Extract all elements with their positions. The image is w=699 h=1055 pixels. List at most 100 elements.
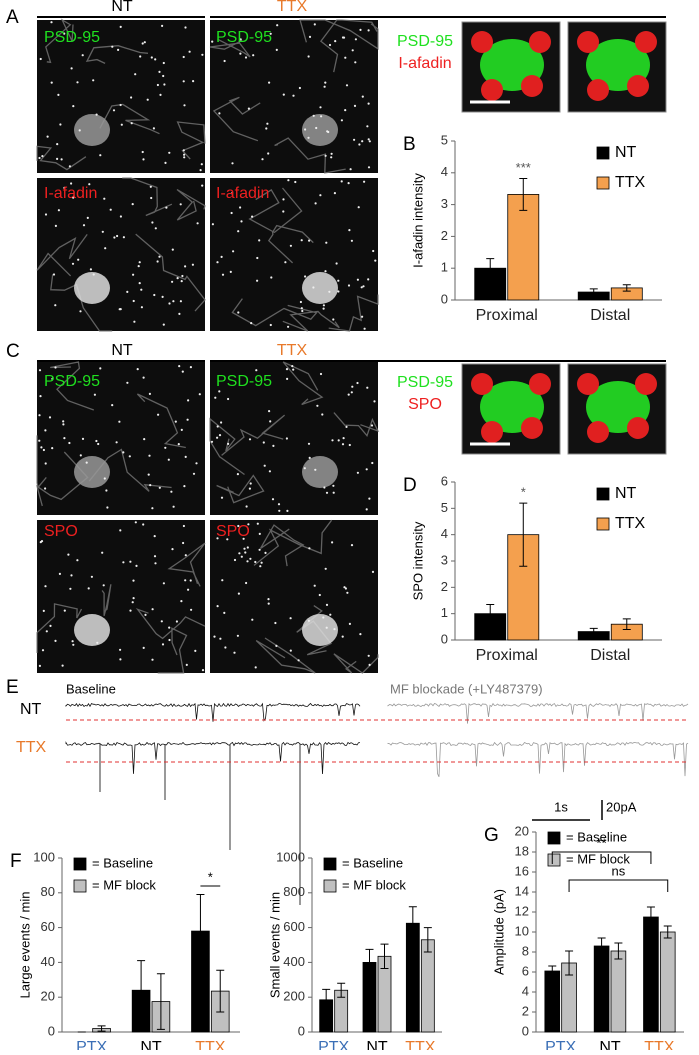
puncta bbox=[367, 102, 370, 105]
puncta bbox=[136, 368, 139, 371]
puncta bbox=[324, 154, 327, 157]
puncta bbox=[67, 553, 70, 556]
puncta bbox=[93, 393, 96, 396]
puncta bbox=[367, 166, 371, 169]
puncta bbox=[216, 537, 219, 540]
puncta bbox=[216, 425, 219, 428]
puncta bbox=[322, 616, 325, 619]
puncta bbox=[371, 461, 374, 465]
puncta bbox=[190, 608, 193, 611]
puncta bbox=[263, 464, 266, 467]
puncta bbox=[44, 462, 47, 465]
puncta bbox=[130, 96, 133, 99]
puncta bbox=[152, 127, 155, 130]
puncta bbox=[242, 537, 245, 540]
puncta bbox=[103, 197, 106, 200]
puncta bbox=[156, 83, 159, 87]
puncta bbox=[219, 637, 222, 640]
puncta bbox=[162, 61, 165, 65]
inset-red bbox=[481, 79, 503, 101]
puncta bbox=[332, 318, 335, 321]
puncta bbox=[105, 489, 108, 492]
puncta bbox=[178, 365, 181, 368]
puncta bbox=[287, 179, 290, 182]
inset-red bbox=[529, 31, 551, 53]
inset-red bbox=[635, 31, 657, 53]
puncta bbox=[132, 273, 135, 276]
puncta bbox=[99, 367, 102, 370]
puncta bbox=[181, 370, 184, 373]
puncta bbox=[118, 308, 121, 311]
panel-letter: E bbox=[6, 677, 19, 698]
puncta bbox=[142, 523, 145, 526]
bar bbox=[507, 194, 540, 301]
puncta bbox=[319, 106, 322, 109]
puncta bbox=[356, 471, 359, 474]
puncta bbox=[251, 618, 254, 621]
puncta bbox=[367, 278, 370, 281]
puncta bbox=[374, 259, 377, 262]
legend-label: = MF block bbox=[92, 877, 156, 892]
puncta bbox=[260, 561, 263, 564]
inset-red bbox=[521, 417, 543, 439]
puncta bbox=[266, 122, 269, 125]
micrograph bbox=[37, 178, 205, 331]
puncta bbox=[244, 56, 248, 59]
puncta bbox=[96, 641, 99, 644]
puncta bbox=[119, 658, 122, 661]
panel-letter: G bbox=[484, 825, 499, 846]
puncta bbox=[119, 25, 122, 28]
puncta bbox=[237, 592, 240, 595]
puncta bbox=[140, 306, 143, 309]
soma bbox=[74, 272, 110, 304]
puncta bbox=[149, 185, 152, 188]
x-tick-label: TTX bbox=[644, 1039, 675, 1050]
y-tick-label: 100 bbox=[33, 849, 55, 864]
puncta bbox=[267, 152, 270, 155]
scale-label: 1s bbox=[554, 799, 568, 814]
legend-label: = MF block bbox=[566, 851, 630, 866]
puncta bbox=[150, 56, 153, 59]
y-tick-label: 400 bbox=[283, 954, 305, 969]
puncta bbox=[187, 588, 190, 591]
puncta bbox=[308, 456, 311, 459]
puncta bbox=[259, 565, 262, 568]
puncta bbox=[363, 327, 366, 330]
image-label: PSD-95 bbox=[216, 373, 272, 390]
puncta bbox=[287, 325, 290, 328]
puncta bbox=[356, 278, 359, 281]
puncta bbox=[87, 587, 90, 590]
puncta bbox=[297, 659, 300, 662]
y-tick-label: 6 bbox=[522, 963, 529, 978]
puncta bbox=[319, 194, 322, 197]
error-bar bbox=[156, 973, 165, 1030]
column-header: TTX bbox=[277, 342, 308, 359]
puncta bbox=[246, 560, 249, 563]
puncta bbox=[60, 158, 63, 161]
puncta bbox=[230, 211, 233, 215]
puncta bbox=[326, 130, 329, 133]
inset-label: PSD-95 bbox=[397, 374, 453, 391]
puncta bbox=[79, 310, 82, 313]
puncta bbox=[128, 455, 131, 458]
y-axis-label: I-afadin intensity bbox=[410, 173, 425, 268]
y-tick-label: 80 bbox=[41, 884, 55, 899]
puncta bbox=[359, 633, 362, 636]
y-tick-label: 200 bbox=[283, 989, 305, 1004]
y-tick-label: 12 bbox=[515, 903, 529, 918]
puncta bbox=[365, 468, 368, 471]
puncta bbox=[300, 307, 303, 310]
puncta bbox=[239, 206, 242, 209]
puncta bbox=[368, 497, 371, 500]
image-label: I-afadin bbox=[216, 185, 269, 202]
puncta bbox=[313, 23, 316, 26]
bar bbox=[420, 939, 435, 1033]
legend-label: = MF block bbox=[342, 877, 406, 892]
puncta bbox=[133, 320, 136, 323]
puncta bbox=[282, 210, 285, 213]
scale-bar bbox=[532, 800, 603, 821]
puncta bbox=[248, 438, 252, 441]
error-bar bbox=[380, 943, 389, 969]
puncta bbox=[269, 420, 272, 423]
x-tick-label: TTX bbox=[405, 1039, 436, 1050]
